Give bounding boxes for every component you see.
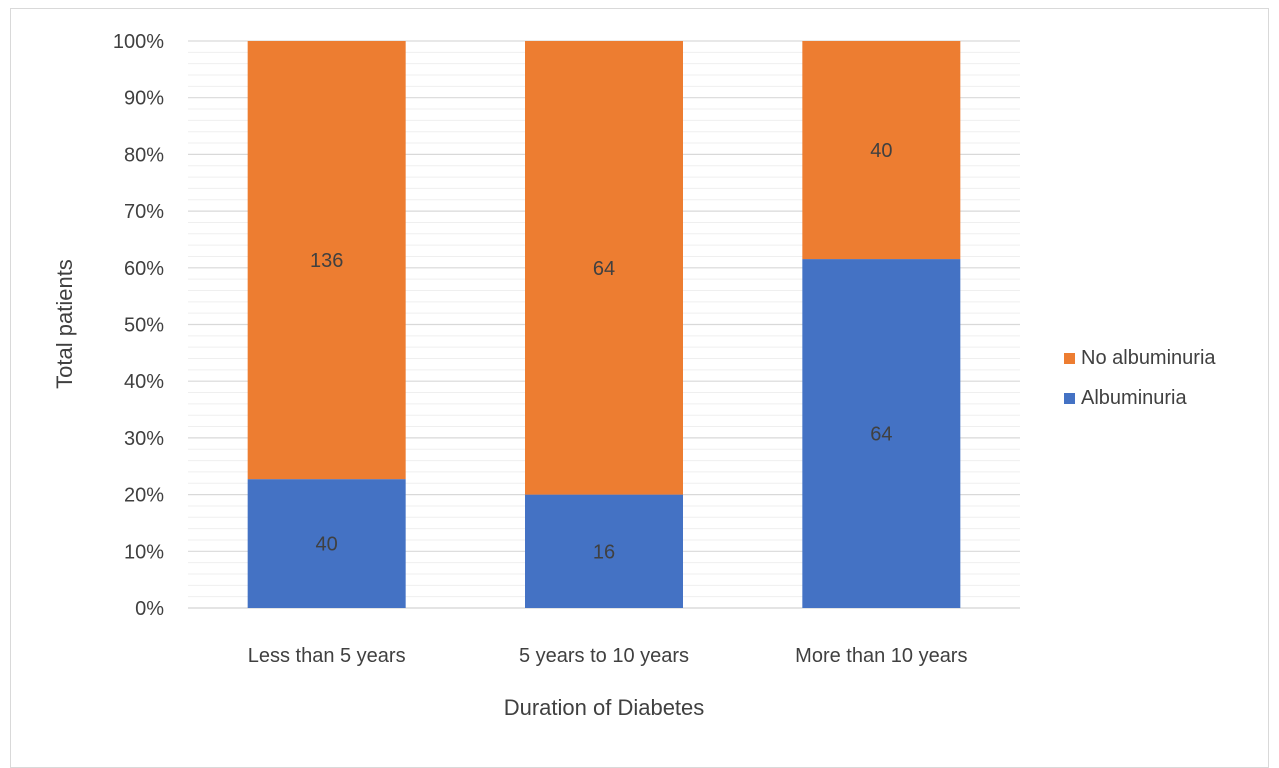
x-axis-ticks: Less than 5 years 5 years to 10 years More… (248, 645, 968, 667)
y-tick-label: 50% (124, 315, 164, 337)
data-label: 136 (310, 250, 343, 272)
data-label: 64 (593, 258, 615, 280)
legend-item-no-albuminuria: No albuminuria (1064, 344, 1216, 372)
y-tick-label: 60% (124, 258, 164, 280)
y-tick-label: 40% (124, 371, 164, 393)
y-tick-label: 80% (124, 144, 164, 166)
bar-segment (247, 479, 406, 608)
data-label: 16 (593, 541, 615, 563)
bars: 40 136 16 64 64 40 (247, 41, 961, 608)
data-label: 64 (870, 424, 892, 446)
legend-swatch-albuminuria (1064, 392, 1075, 404)
y-tick-label: 30% (124, 428, 164, 450)
legend: No albuminuria Albuminuria (1064, 344, 1216, 424)
x-tick-label: 5 years to 10 years (519, 645, 689, 667)
x-tick-label: Less than 5 years (248, 645, 406, 667)
bar-segment (802, 41, 961, 260)
bar-segment (802, 259, 961, 608)
x-tick-label: More than 10 years (795, 645, 967, 667)
legend-swatch-no-albuminuria (1064, 352, 1075, 364)
y-axis-label: Total patients (52, 259, 77, 389)
bar-segment (247, 41, 406, 480)
legend-item-albuminuria: Albuminuria (1064, 384, 1216, 412)
y-tick-label: 100% (113, 31, 164, 53)
y-axis-ticks: 0% 10% 20% 30% 40% 50% 60% 70% 80% 90% 100% (113, 31, 164, 620)
legend-label-no-albuminuria: No albuminuria (1081, 346, 1216, 369)
y-tick-label: 90% (124, 88, 164, 110)
y-tick-label: 0% (135, 598, 164, 620)
bar-segment (525, 41, 683, 495)
data-label: 40 (870, 140, 892, 162)
data-label: 40 (316, 534, 338, 556)
legend-label-albuminuria: Albuminuria (1081, 386, 1187, 409)
x-axis-label: Duration of Diabetes (504, 695, 705, 720)
bar-segment (525, 494, 683, 608)
y-tick-label: 20% (124, 485, 164, 507)
y-tick-label: 10% (124, 541, 164, 563)
y-tick-label: 70% (124, 201, 164, 223)
